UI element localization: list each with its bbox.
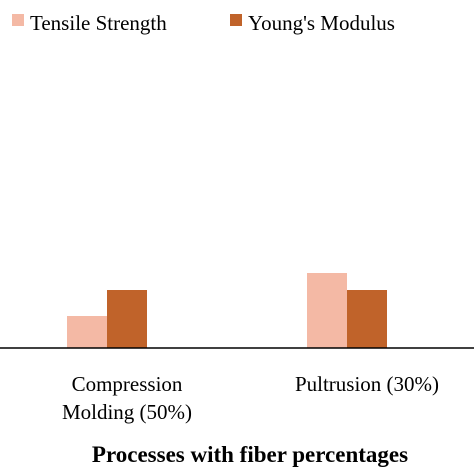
- bar-tensile-strength-1: [307, 273, 347, 348]
- legend-label-0: Tensile Strength: [30, 11, 167, 35]
- legend-label-1: Young's Modulus: [248, 11, 395, 35]
- x-tick-label-1: Pultrusion (30%): [295, 372, 439, 396]
- legend-swatch-1: [230, 14, 242, 26]
- x-tick-label-line: Pultrusion (30%): [295, 372, 439, 396]
- bars: [67, 273, 387, 348]
- x-tick-label-line: Molding (50%): [62, 400, 192, 424]
- bar-young-s-modulus-0: [107, 290, 147, 348]
- x-tick-label-0: Compression Molding (50%): [62, 372, 192, 424]
- x-axis-label: Processes with fiber percentages: [92, 442, 408, 467]
- bar-young-s-modulus-1: [347, 290, 387, 348]
- x-tick-labels: Compression Molding (50%) Pultrusion (30%): [62, 372, 439, 424]
- x-tick-label-line: Compression: [72, 372, 183, 396]
- legend-swatch-0: [12, 14, 24, 26]
- legend: Tensile Strength Young's Modulus: [12, 11, 395, 35]
- bar-tensile-strength-0: [67, 316, 107, 348]
